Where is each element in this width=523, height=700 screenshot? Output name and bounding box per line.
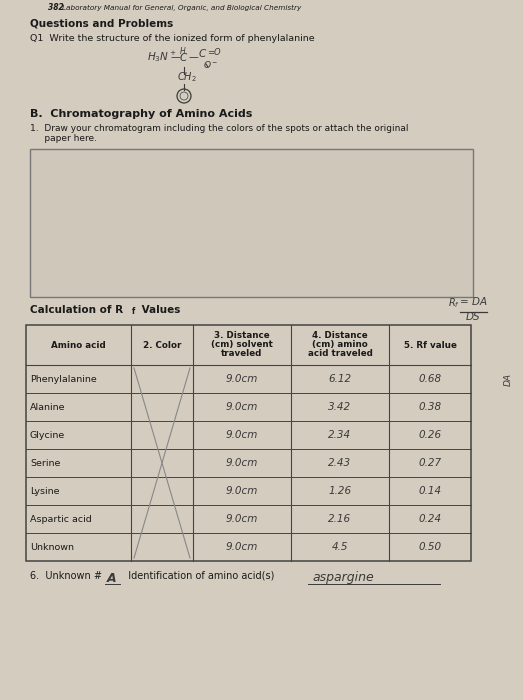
Text: Questions and Problems: Questions and Problems xyxy=(30,19,173,29)
Text: Glycine: Glycine xyxy=(30,430,65,440)
Text: C: C xyxy=(180,53,187,63)
Text: —: — xyxy=(171,52,181,62)
Text: Calculation of R: Calculation of R xyxy=(30,305,123,315)
Text: 0.26: 0.26 xyxy=(418,430,441,440)
Text: C: C xyxy=(199,49,206,59)
Text: =O: =O xyxy=(207,48,221,57)
Text: 9.0cm: 9.0cm xyxy=(226,374,258,384)
Text: aspargine: aspargine xyxy=(312,571,374,584)
Text: 0.38: 0.38 xyxy=(418,402,441,412)
Text: 9.0cm: 9.0cm xyxy=(226,430,258,440)
Text: $O^-$: $O^-$ xyxy=(203,59,219,70)
Text: H: H xyxy=(180,47,186,56)
Text: DS: DS xyxy=(466,312,481,322)
Text: 9.0cm: 9.0cm xyxy=(226,402,258,412)
Text: Serine: Serine xyxy=(30,458,60,468)
Text: 9.0cm: 9.0cm xyxy=(226,542,258,552)
Bar xyxy=(26,325,471,561)
Text: Unknown: Unknown xyxy=(30,542,74,552)
Text: paper here.: paper here. xyxy=(30,134,97,143)
Text: DA: DA xyxy=(504,374,513,386)
Text: $R_f$: $R_f$ xyxy=(448,296,460,310)
Bar xyxy=(30,149,473,297)
Text: Laboratory Manual for General, Organic, and Biological Chemistry: Laboratory Manual for General, Organic, … xyxy=(62,5,301,11)
Text: $H_3N^+$: $H_3N^+$ xyxy=(147,49,177,64)
Text: Lysine: Lysine xyxy=(30,486,60,496)
Text: —: — xyxy=(189,52,199,62)
Text: 1.  Draw your chromatogram including the colors of the spots or attach the origi: 1. Draw your chromatogram including the … xyxy=(30,124,408,133)
Text: 3.42: 3.42 xyxy=(328,402,351,412)
Text: 0.14: 0.14 xyxy=(418,486,441,496)
Text: Values: Values xyxy=(138,305,180,315)
Text: Q1  Write the structure of the ionized form of phenylalanine: Q1 Write the structure of the ionized fo… xyxy=(30,34,315,43)
Text: 4.5: 4.5 xyxy=(332,542,348,552)
Text: 2.34: 2.34 xyxy=(328,430,351,440)
Text: acid traveled: acid traveled xyxy=(308,349,372,358)
Text: 4. Distance: 4. Distance xyxy=(312,332,368,340)
Text: traveled: traveled xyxy=(221,349,263,358)
Text: 3. Distance: 3. Distance xyxy=(214,332,270,340)
Text: 0.24: 0.24 xyxy=(418,514,441,524)
Text: 2.16: 2.16 xyxy=(328,514,351,524)
Text: 6.  Unknown #: 6. Unknown # xyxy=(30,571,105,581)
Text: 9.0cm: 9.0cm xyxy=(226,514,258,524)
Text: 0.27: 0.27 xyxy=(418,458,441,468)
Text: Identification of amino acid(s): Identification of amino acid(s) xyxy=(122,571,278,581)
Text: 2.43: 2.43 xyxy=(328,458,351,468)
Text: 0.68: 0.68 xyxy=(418,374,441,384)
Text: 9.0cm: 9.0cm xyxy=(226,486,258,496)
Text: Aspartic acid: Aspartic acid xyxy=(30,514,92,524)
Text: 2. Color: 2. Color xyxy=(143,340,181,349)
Text: (cm) solvent: (cm) solvent xyxy=(211,340,273,349)
Text: 382: 382 xyxy=(48,3,64,12)
Text: 1.26: 1.26 xyxy=(328,486,351,496)
Text: A: A xyxy=(107,571,117,584)
Text: f: f xyxy=(132,307,135,316)
Text: = DA: = DA xyxy=(460,297,487,307)
Text: B.  Chromatography of Amino Acids: B. Chromatography of Amino Acids xyxy=(30,109,253,119)
Text: 5. Rf value: 5. Rf value xyxy=(404,340,457,349)
Text: (cm) amino: (cm) amino xyxy=(312,340,368,349)
Text: $CH_2$: $CH_2$ xyxy=(177,70,197,84)
Text: Amino acid: Amino acid xyxy=(51,340,106,349)
Text: 0.50: 0.50 xyxy=(418,542,441,552)
Text: Phenylalanine: Phenylalanine xyxy=(30,374,97,384)
Text: 6.12: 6.12 xyxy=(328,374,351,384)
Text: 9.0cm: 9.0cm xyxy=(226,458,258,468)
Text: Alanine: Alanine xyxy=(30,402,65,412)
